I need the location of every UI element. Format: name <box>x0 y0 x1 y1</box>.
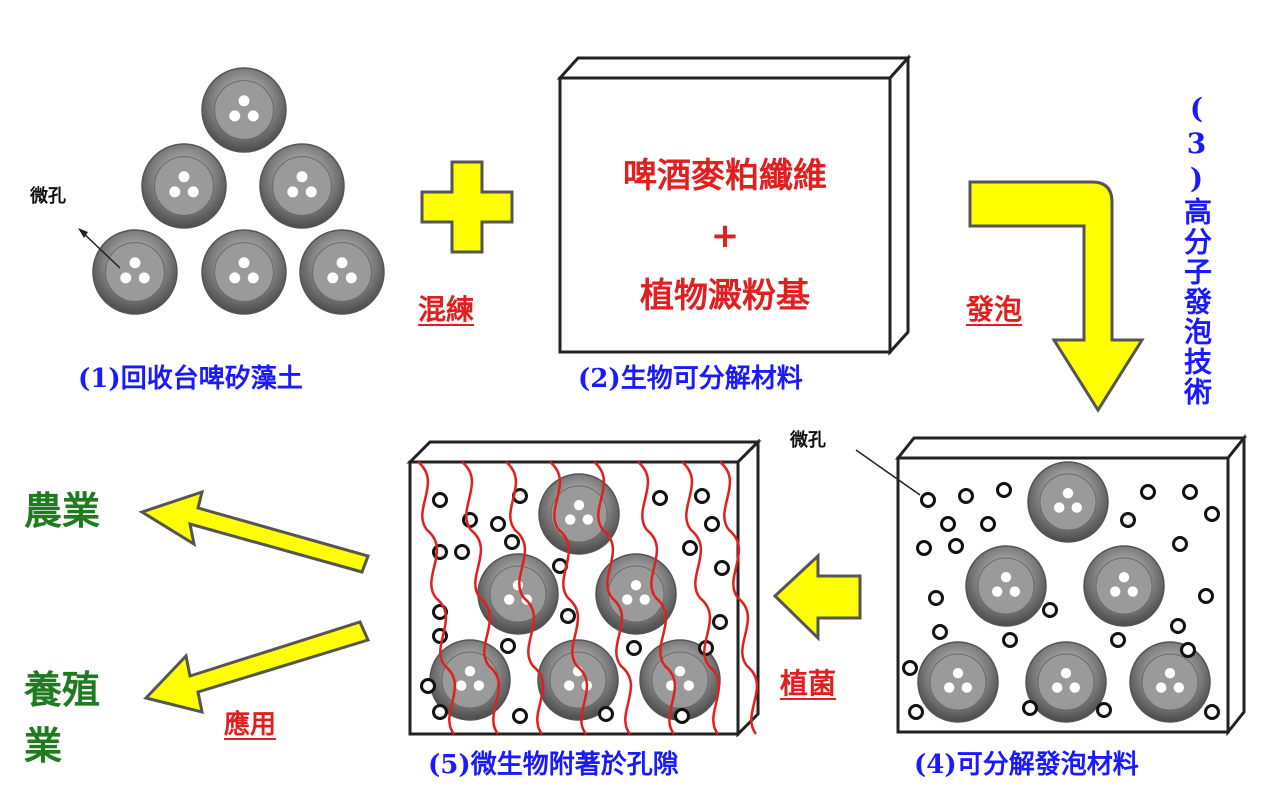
pore-circle <box>908 704 924 720</box>
diatomite-particle <box>141 143 227 229</box>
step3-label: (3)高分子發泡技術 <box>1180 92 1213 407</box>
pore-circle <box>1170 618 1186 634</box>
box2-line1: 啤酒麥粕纖維 <box>623 156 827 196</box>
pore-circle <box>1180 642 1196 658</box>
inoculation-arrow-icon <box>772 552 862 642</box>
diatomite-particle <box>1027 461 1109 543</box>
pore-circle <box>652 490 668 506</box>
pore-circle <box>500 638 516 654</box>
agriculture-arrow-icon <box>138 489 370 574</box>
pore-circle <box>674 708 690 724</box>
pore-circle <box>940 516 956 532</box>
pore-pointer-1-head <box>78 228 88 238</box>
plant-fiber-strand <box>549 461 589 735</box>
aquaculture-arrow-icon <box>143 620 371 715</box>
pore-circle <box>920 492 936 508</box>
pore-circle <box>598 706 614 722</box>
pore-circle <box>1204 506 1220 522</box>
diatomite-particle <box>201 67 287 153</box>
pore-circle <box>1182 484 1198 500</box>
diatomite-particle <box>639 639 721 721</box>
pore-circle <box>704 516 720 532</box>
plant-fiber-strand <box>461 461 501 735</box>
diatomite-particle-cluster <box>92 67 385 315</box>
diatomite-particle <box>201 229 287 315</box>
mix-label: 混練 <box>418 293 475 326</box>
pore-circle <box>1120 512 1136 528</box>
pore-circle <box>512 708 528 724</box>
diatomite-particle <box>917 641 999 723</box>
step5-label: (5)微生物附著於孔隙 <box>428 750 679 780</box>
pore-circle <box>490 516 506 532</box>
inoculate-label: 植菌 <box>780 667 837 700</box>
foaming-arrow-icon <box>968 180 1145 413</box>
pore-circle <box>714 560 730 576</box>
pore-circle <box>916 540 932 556</box>
pore-circle <box>928 590 944 606</box>
pore-circle <box>1204 704 1220 720</box>
diatomite-particle <box>92 229 178 315</box>
pore-label-1: 微孔 <box>30 186 66 207</box>
pore-circle <box>682 540 698 556</box>
box2-content: 啤酒麥粕纖維 + 植物澱粉基 <box>560 78 890 326</box>
diatomite-particle <box>537 639 619 721</box>
biodegradable-material-box <box>556 54 912 356</box>
plus-icon <box>420 160 514 254</box>
pore-pointer-4 <box>855 449 921 496</box>
pore-circle <box>560 608 576 624</box>
diatomite-particle <box>1025 641 1107 723</box>
pore-circle <box>1096 702 1112 718</box>
plant-fiber-strand <box>681 461 721 735</box>
pore-circle <box>932 624 948 640</box>
diatomite-particle <box>1129 641 1211 723</box>
box2-line2: 植物澱粉基 <box>640 276 810 316</box>
foam-label: 發泡 <box>966 293 1023 326</box>
pore-label-4: 微孔 <box>790 430 826 451</box>
pore-circle <box>626 640 642 656</box>
pore-circle <box>504 534 520 550</box>
step1-label: (1)回收台啤矽藻土 <box>78 364 303 394</box>
pore-circle <box>1042 602 1058 618</box>
pore-circle <box>1002 632 1018 648</box>
apply-label: 應用 <box>224 710 277 740</box>
plant-fiber-strand <box>637 461 677 735</box>
pore-circle <box>712 614 728 630</box>
diatomite-particle <box>538 473 620 555</box>
pore-circle <box>948 538 964 554</box>
plant-fiber-strand <box>719 461 759 735</box>
pore-circle <box>432 492 448 508</box>
pore-circle <box>1022 700 1038 716</box>
step4-label: (4)可分解發泡材料 <box>914 750 1139 780</box>
diatomite-particle <box>259 143 345 229</box>
pore-circle <box>1172 536 1188 552</box>
use-agriculture: 農業 <box>24 489 101 533</box>
pore-circle <box>420 678 436 694</box>
plant-fiber-strand <box>505 461 545 735</box>
diatomite-particle <box>429 639 511 721</box>
pore-circle <box>902 660 918 676</box>
pore-circle <box>454 544 470 560</box>
pore-pointer-1 <box>79 229 121 269</box>
pore-circle <box>1198 588 1214 604</box>
pore-circle <box>432 704 448 720</box>
box2-plus: + <box>710 216 740 256</box>
diatomite-particle <box>1083 545 1165 627</box>
diatomite-particle <box>965 545 1047 627</box>
diatomite-particle <box>595 553 677 635</box>
use-aquaculture: 養殖業 <box>24 668 101 768</box>
pore-circle <box>996 482 1012 498</box>
pore-circle <box>694 488 710 504</box>
plant-fiber-strand <box>593 461 633 735</box>
step2-label: (2)生物可分解材料 <box>578 364 803 394</box>
diatomite-particle <box>299 229 385 315</box>
foam-material-particles <box>902 461 1220 723</box>
pore-circle <box>1110 632 1126 648</box>
pore-circle <box>1140 484 1156 500</box>
pore-circle <box>980 516 996 532</box>
microbe-attached-particles <box>417 461 759 735</box>
plant-fiber-strand <box>417 461 457 735</box>
pore-circle <box>958 488 974 504</box>
